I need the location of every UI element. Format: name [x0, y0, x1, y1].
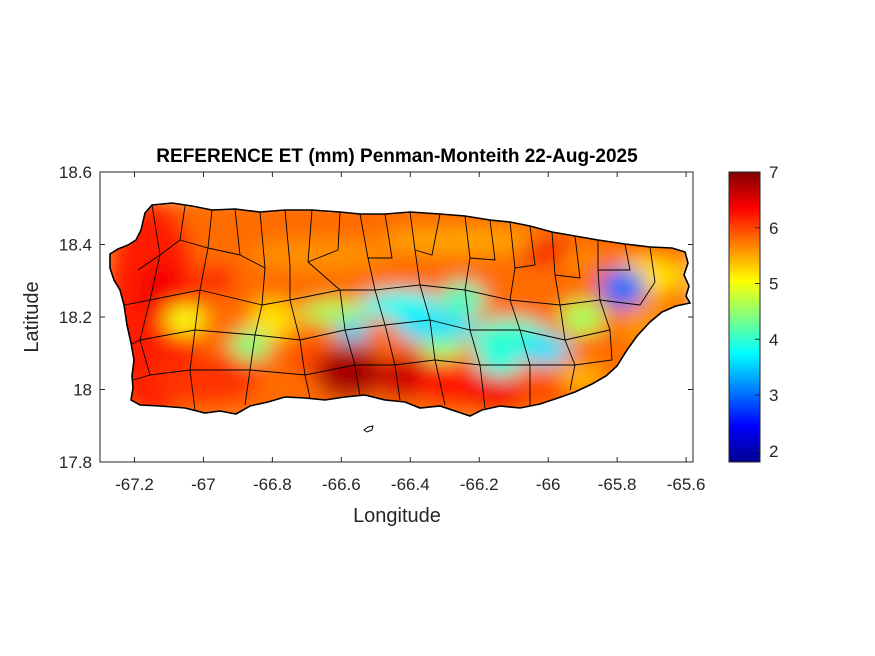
- municipality-boundary: [354, 364, 361, 397]
- municipality-boundary: [414, 213, 441, 256]
- x-tick-label: -66.8: [253, 475, 292, 494]
- y-axis-label: Latitude: [21, 281, 43, 352]
- municipality-boundary: [569, 364, 576, 391]
- colorbar-tick-label: 2: [769, 442, 778, 461]
- x-tick-label: -66.4: [391, 475, 430, 494]
- municipality-boundary: [244, 369, 251, 406]
- municipality-boundary: [649, 246, 656, 283]
- municipality-boundary: [394, 364, 401, 401]
- x-axis-label: Longitude: [353, 505, 441, 527]
- et-region: [600, 268, 645, 308]
- x-axis: -67.2 -67 -66.8 -66.6 -66.4 -66.2 -66 -65.8 -65.…: [115, 172, 705, 494]
- x-tick-label: -66.6: [322, 475, 361, 494]
- municipality-boundary: [307, 211, 341, 263]
- et-region: [315, 345, 385, 400]
- et-region: [360, 290, 440, 320]
- et-region: [250, 240, 390, 270]
- colorbar-tick-label: 5: [769, 275, 778, 294]
- y-tick-label: 18.2: [59, 308, 92, 327]
- x-tick-label: -66.2: [460, 475, 499, 494]
- et-region: [230, 330, 270, 360]
- municipality-boundary: [434, 359, 446, 406]
- et-region: [560, 250, 600, 268]
- islet-outline: [363, 425, 374, 433]
- municipality-boundary: [307, 209, 313, 263]
- municipality-boundary: [304, 374, 311, 399]
- municipality-boundary: [368, 213, 393, 259]
- colorbar-frame: [728, 171, 761, 463]
- y-tick-label: 17.8: [59, 453, 92, 472]
- colorbar: 2 3 4 5 6 7: [728, 163, 778, 463]
- municipality-boundary: [464, 215, 471, 259]
- et-region: [465, 375, 525, 410]
- municipality-boundary: [514, 225, 536, 269]
- et-region: [420, 338, 465, 360]
- et-region: [395, 312, 475, 342]
- et-region: [140, 260, 180, 320]
- municipality-boundary: [189, 369, 196, 411]
- municipality-boundary: [469, 219, 496, 261]
- y-axis: 17.8 18 18.2 18.4 18.6: [59, 163, 693, 472]
- municipality-boundary: [574, 329, 613, 366]
- x-tick-label: -67: [191, 475, 216, 494]
- colorbar-tick-label: 3: [769, 386, 778, 405]
- municipality-boundary: [509, 221, 516, 269]
- x-tick-label: -65.8: [598, 475, 637, 494]
- et-region: [150, 355, 260, 405]
- et-region: [380, 228, 540, 254]
- x-tick-label: -65.6: [667, 475, 706, 494]
- y-tick-label: 18: [73, 381, 92, 400]
- et-region: [520, 335, 570, 365]
- et-region: [300, 300, 370, 325]
- municipality-boundaries: [124, 204, 656, 411]
- municipality-boundary: [598, 243, 631, 271]
- et-region: [475, 345, 520, 380]
- municipality-boundary: [599, 281, 656, 306]
- municipality-boundary: [554, 235, 581, 279]
- municipality-boundary: [409, 211, 416, 251]
- municipality-boundary: [284, 209, 291, 266]
- municipality-boundary: [479, 364, 486, 409]
- municipality-boundary: [359, 213, 369, 259]
- colorbar-tick-label: 4: [769, 330, 778, 349]
- et-region: [560, 300, 605, 335]
- x-tick-label: -66: [536, 475, 561, 494]
- y-tick-label: 18.6: [59, 163, 92, 182]
- colorbar-gradient: [729, 172, 760, 462]
- et-region: [335, 320, 370, 342]
- y-tick-label: 18.4: [59, 236, 92, 255]
- municipality-boundary: [551, 231, 556, 276]
- chart-title: REFERENCE ET (mm) Penman-Monteith 22-Aug…: [156, 146, 638, 167]
- colorbar-tick-label: 6: [769, 219, 778, 238]
- et-region: [520, 378, 565, 403]
- x-tick-label: -67.2: [115, 475, 154, 494]
- et-region: [200, 265, 235, 295]
- et-region: [440, 282, 485, 317]
- colorbar-tick-label: 7: [769, 163, 778, 182]
